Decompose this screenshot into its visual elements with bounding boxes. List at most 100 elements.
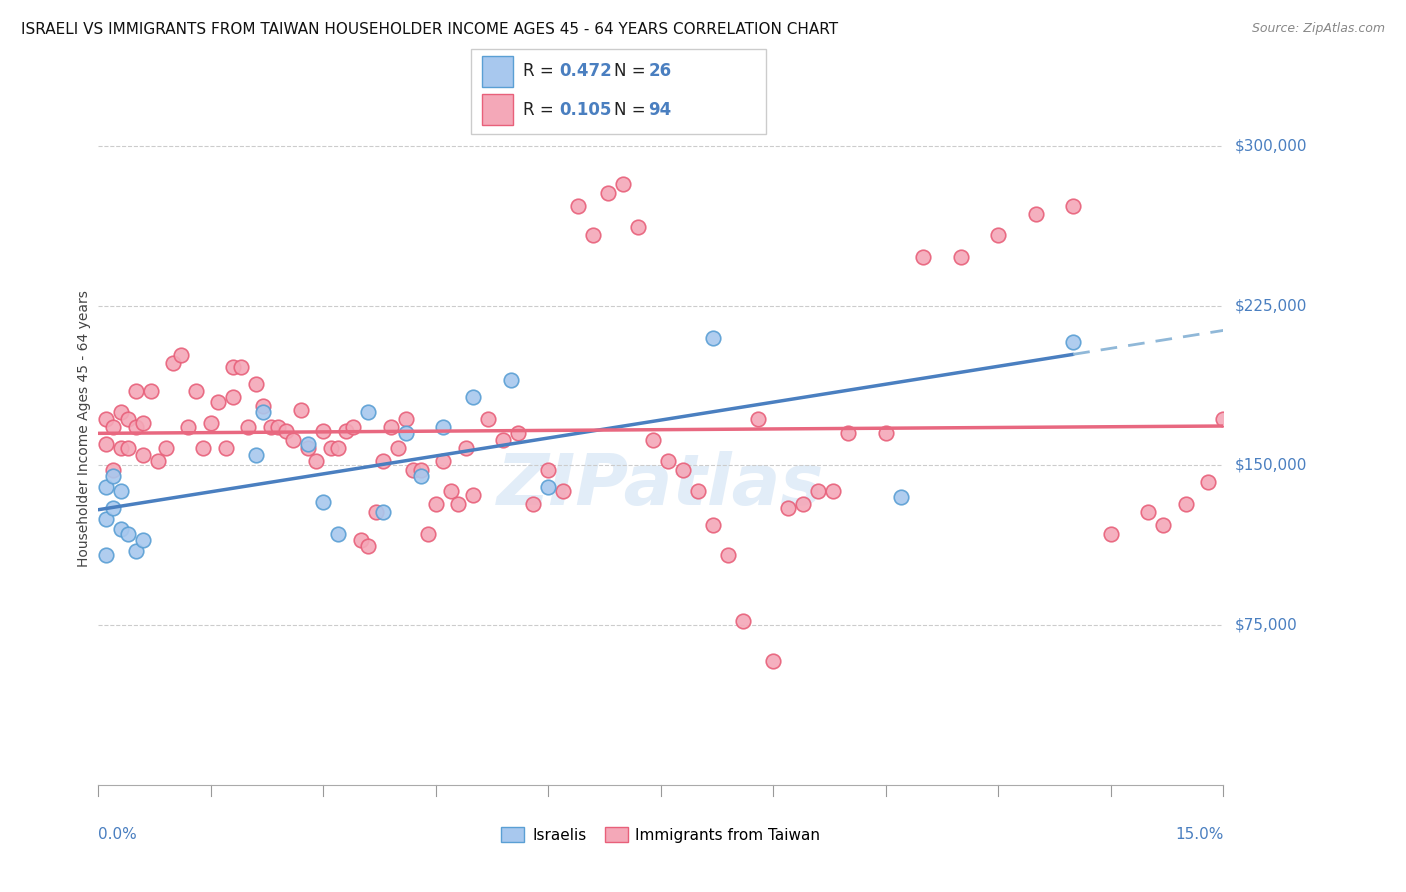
Point	[110, 405, 132, 419]
Point	[155, 442, 177, 456]
Point	[1062, 334, 1084, 349]
Point	[837, 426, 859, 441]
Point	[537, 463, 560, 477]
Point	[125, 384, 148, 398]
Point	[117, 442, 139, 456]
Point	[184, 384, 207, 398]
Point	[245, 377, 267, 392]
Point	[252, 405, 274, 419]
Point	[297, 442, 319, 456]
Point	[364, 505, 387, 519]
Point	[508, 426, 530, 441]
Point	[987, 228, 1010, 243]
Point	[125, 543, 148, 558]
Point	[335, 425, 357, 439]
Point	[305, 454, 328, 468]
Point	[103, 469, 125, 483]
Point	[733, 614, 755, 628]
Point	[274, 425, 297, 439]
Point	[702, 331, 724, 345]
Point	[792, 497, 814, 511]
Point	[177, 420, 200, 434]
Point	[418, 526, 440, 541]
Point	[1099, 526, 1122, 541]
Point	[283, 433, 305, 447]
Point	[537, 480, 560, 494]
Point	[1152, 518, 1174, 533]
Point	[702, 518, 724, 533]
Point	[207, 394, 229, 409]
Text: 94: 94	[648, 101, 672, 119]
Point	[252, 399, 274, 413]
Point	[94, 411, 117, 425]
Point	[778, 501, 800, 516]
Point	[463, 390, 485, 404]
Point	[402, 463, 425, 477]
Point	[1025, 207, 1047, 221]
Point	[297, 437, 319, 451]
Point	[688, 483, 710, 498]
Point	[328, 526, 350, 541]
Point	[409, 463, 432, 477]
Text: $300,000: $300,000	[1234, 138, 1306, 153]
Point	[440, 483, 463, 498]
Point	[125, 420, 148, 434]
Point	[312, 425, 335, 439]
Point	[132, 533, 155, 547]
Point	[807, 483, 830, 498]
Point	[260, 420, 283, 434]
Text: N =: N =	[614, 62, 651, 80]
Point	[132, 416, 155, 430]
Point	[110, 483, 132, 498]
Point	[890, 491, 912, 505]
Point	[373, 505, 395, 519]
Point	[103, 501, 125, 516]
Point	[94, 437, 117, 451]
Point	[432, 420, 454, 434]
Point	[395, 426, 418, 441]
Text: $150,000: $150,000	[1234, 458, 1306, 473]
Point	[103, 463, 125, 477]
Text: $75,000: $75,000	[1234, 617, 1298, 632]
Point	[148, 454, 170, 468]
Point	[312, 494, 335, 508]
Point	[245, 448, 267, 462]
Text: 15.0%: 15.0%	[1175, 827, 1223, 842]
Point	[1174, 497, 1197, 511]
Point	[94, 480, 117, 494]
Point	[627, 219, 650, 234]
Point	[328, 442, 350, 456]
Text: 0.0%: 0.0%	[98, 827, 138, 842]
Point	[522, 497, 544, 511]
Point	[117, 411, 139, 425]
Point	[949, 250, 972, 264]
Point	[222, 390, 245, 404]
Legend: Israelis, Immigrants from Taiwan: Israelis, Immigrants from Taiwan	[495, 821, 827, 848]
Point	[94, 511, 117, 525]
Point	[1062, 198, 1084, 212]
Point	[319, 442, 342, 456]
Point	[342, 420, 364, 434]
Point	[222, 360, 245, 375]
Point	[290, 403, 312, 417]
Text: 26: 26	[648, 62, 671, 80]
Text: R =: R =	[523, 62, 560, 80]
Text: ZIPatlas: ZIPatlas	[498, 450, 824, 520]
Point	[425, 497, 447, 511]
Point	[912, 250, 935, 264]
Point	[432, 454, 454, 468]
Point	[200, 416, 222, 430]
Point	[1197, 475, 1219, 490]
Point	[823, 483, 845, 498]
Point	[350, 533, 373, 547]
Point	[94, 548, 117, 562]
Point	[875, 426, 897, 441]
Point	[643, 433, 665, 447]
Point	[454, 442, 477, 456]
Point	[162, 356, 184, 370]
Point	[357, 540, 380, 554]
Point	[110, 522, 132, 536]
Point	[395, 411, 418, 425]
Point	[567, 198, 589, 212]
Point	[477, 411, 499, 425]
